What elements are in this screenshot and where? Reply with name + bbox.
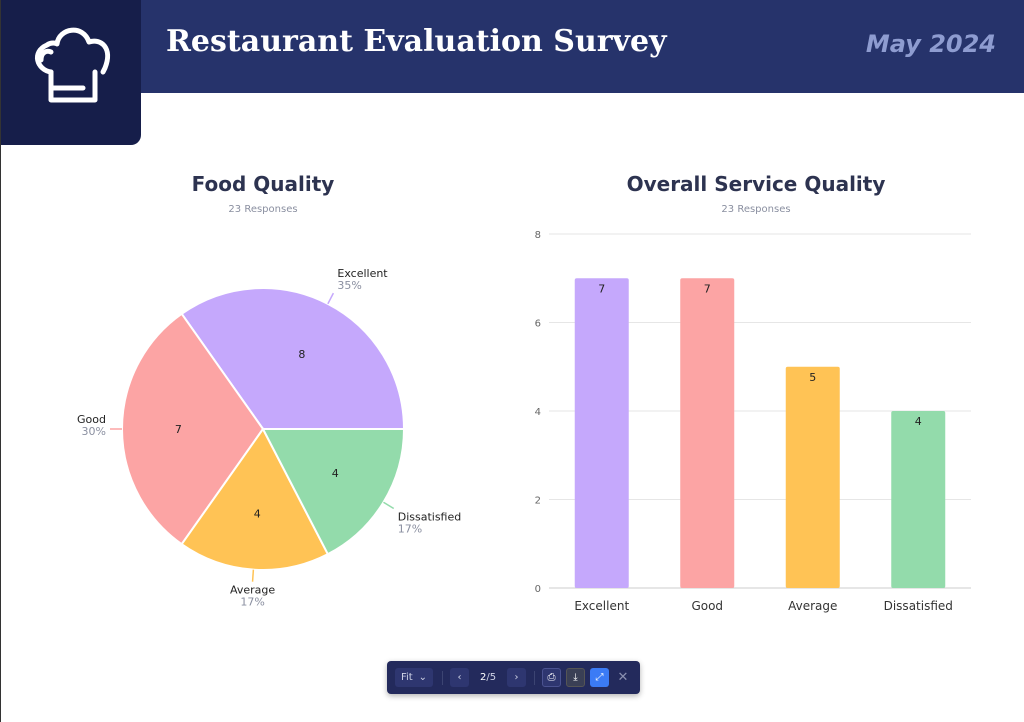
bar-dissatisfied (891, 411, 946, 588)
pie-category-label: Average (230, 584, 275, 597)
y-tick-label: 8 (535, 230, 541, 241)
pie-leader-line (251, 569, 255, 582)
chevron-right-icon: › (514, 672, 519, 683)
pie-leader-line (383, 501, 395, 510)
x-tick-label: Excellent (574, 599, 629, 613)
close-button[interactable]: ✕ (615, 668, 631, 687)
pie-category-label: Good (77, 413, 106, 426)
bar-excellent (574, 278, 629, 588)
next-page-button[interactable]: › (507, 668, 526, 687)
pdf-toolbar: Fit ⌄ ‹ 2/5 › ⎙ ⤓ ⤢ ✕ (387, 661, 640, 694)
zoom-select[interactable]: Fit ⌄ (395, 668, 433, 687)
report-date: May 2024 (865, 30, 996, 58)
bar-good (680, 278, 735, 588)
chevron-left-icon: ‹ (457, 672, 462, 683)
y-tick-label: 0 (535, 584, 541, 595)
pie-title: Food Quality (191, 172, 335, 196)
y-tick-label: 6 (535, 319, 541, 330)
pie-leader-line (327, 292, 335, 305)
bar-subtitle: 23 Responses (721, 204, 791, 215)
pie-chart: 8Excellent35%7Good30%4Average17%4Dissati… (77, 267, 462, 609)
bar-value-label: 5 (809, 371, 816, 384)
divider (534, 671, 535, 685)
pie-percent-label: 17% (240, 596, 264, 609)
x-tick-label: Dissatisfied (884, 599, 953, 613)
page-title: Restaurant Evaluation Survey (166, 24, 667, 59)
bar-value-label: 7 (704, 282, 711, 295)
print-button[interactable]: ⎙ (542, 668, 561, 687)
download-button[interactable]: ⤓ (566, 668, 585, 687)
bar-value-label: 4 (915, 415, 922, 428)
pie-category-label: Excellent (337, 267, 388, 280)
header (1, 0, 1024, 93)
pie-percent-label: 35% (337, 279, 361, 292)
logo (1, 0, 141, 145)
y-tick-label: 2 (535, 496, 541, 507)
chef-hat-icon (35, 27, 111, 103)
bar-average (785, 366, 840, 588)
close-icon: ✕ (617, 670, 629, 685)
y-tick-label: 4 (535, 407, 541, 418)
pie-subtitle: 23 Responses (228, 204, 298, 215)
download-icon: ⤓ (573, 672, 578, 683)
fullscreen-button[interactable]: ⤢ (590, 668, 609, 687)
pie-value-label: 4 (254, 507, 261, 520)
divider (442, 671, 443, 685)
pie-value-label: 7 (175, 423, 182, 436)
printer-icon: ⎙ (547, 672, 556, 683)
total-pages: 5 (489, 672, 497, 683)
bar-title: Overall Service Quality (626, 172, 886, 196)
pie-value-label: 8 (298, 348, 305, 361)
pie-percent-label: 17% (398, 522, 422, 535)
pie-value-label: 4 (332, 467, 339, 480)
pie-percent-label: 30% (82, 425, 106, 438)
chevron-down-icon: ⌄ (418, 672, 427, 683)
x-tick-label: Good (691, 599, 723, 613)
bar-value-label: 7 (598, 282, 605, 295)
page-indicator: 2/5 (475, 668, 501, 687)
expand-icon: ⤢ (595, 672, 604, 683)
current-page: 2 (479, 672, 487, 683)
x-tick-label: Average (788, 599, 837, 613)
bar-chart: 0 2 4 6 8 7 Excellent 7 Good 5 Average 4 Dissatisfie… (535, 230, 971, 613)
prev-page-button[interactable]: ‹ (450, 668, 469, 687)
page-sep: / (486, 672, 490, 683)
zoom-value: Fit (401, 672, 413, 683)
pie-category-label: Dissatisfied (398, 510, 462, 523)
